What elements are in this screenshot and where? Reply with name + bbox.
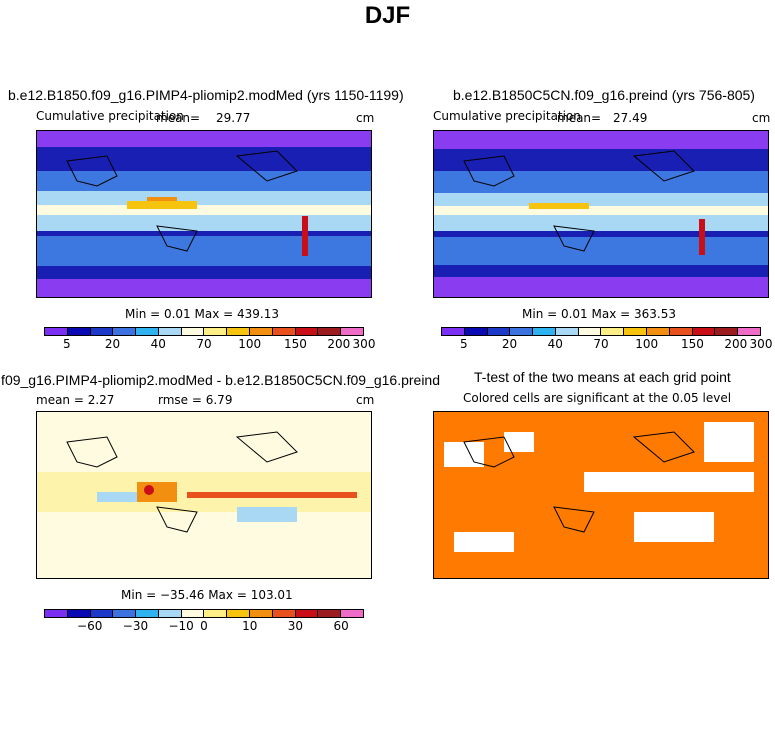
panel1-colorbar-ticks: 5 20 40 70 100 150 200 300 — [44, 337, 375, 353]
panel2-mean-label: mean= — [557, 111, 602, 125]
panel3-rmse: rmse = 6.79 — [158, 393, 233, 407]
colorbar-swatch — [272, 328, 296, 335]
colorbar-swatch — [533, 328, 556, 335]
panel2-mean-value: 27.49 — [613, 111, 648, 125]
colorbar-swatch — [272, 610, 296, 617]
colorbar-swatch — [250, 328, 273, 335]
panel1-mean-value: 29.77 — [216, 111, 251, 125]
colorbar-tick-label: 20 — [501, 337, 518, 351]
panel1-precip-map — [36, 130, 372, 298]
colorbar-tick-label: 200 — [327, 337, 351, 351]
colorbar-tick-label: 40 — [150, 337, 166, 351]
colorbar-swatch — [647, 328, 670, 335]
colorbar-tick-label: 60 — [333, 619, 349, 633]
colorbar-tick-label: 70 — [593, 337, 609, 351]
colorbar-swatch — [442, 328, 465, 335]
colorbar-swatch — [318, 610, 342, 617]
colorbar-swatch — [555, 328, 579, 335]
panel1-title: b.e12.B1850.f09_g16.PIMP4-pliomip2.modMe… — [8, 87, 404, 103]
colorbar-swatch — [136, 610, 159, 617]
colorbar-tick-label: 70 — [196, 337, 212, 351]
colorbar-tick-label: 5 — [63, 337, 71, 351]
panel1-min-max: Min = 0.01 Max = 439.13 — [125, 307, 279, 321]
colorbar-swatch — [113, 610, 137, 617]
panel4-title: T-test of the two means at each grid poi… — [474, 369, 731, 385]
colorbar-swatch — [113, 328, 137, 335]
colorbar-tick-label: 20 — [104, 337, 121, 351]
panel1-subtitle: Cumulative precipitation — [36, 109, 184, 123]
colorbar-swatch — [204, 610, 228, 617]
colorbar-swatch — [181, 610, 205, 617]
colorbar-swatch — [318, 328, 342, 335]
colorbar-tick-label: 150 — [283, 337, 307, 351]
colorbar-tick-label: 150 — [680, 337, 704, 351]
panel1-mean-label: mean= — [156, 111, 201, 125]
colorbar-swatch — [158, 610, 182, 617]
colorbar-tick-label: −10 — [168, 619, 194, 633]
colorbar-swatch — [67, 610, 91, 617]
colorbar-tick-label: 0 — [200, 619, 208, 633]
colorbar-swatch — [341, 328, 363, 335]
panel2-colorbar-ticks: 5 20 40 70 100 150 200 300 — [441, 337, 772, 353]
colorbar-swatch — [45, 328, 68, 335]
panel3-mean: mean = 2.27 — [36, 393, 115, 407]
colorbar-swatch — [45, 610, 68, 617]
panel4-subtitle: Colored cells are significant at the 0.0… — [463, 391, 732, 405]
colorbar-swatch — [624, 328, 648, 335]
colorbar-swatch — [204, 328, 228, 335]
colorbar-swatch — [738, 328, 760, 335]
panel2-title: b.e12.B1850C5CN.f09_g16.preind (yrs 756-… — [453, 87, 755, 103]
panel3-colorbar — [44, 609, 364, 618]
colorbar-tick-label: −30 — [122, 619, 149, 633]
colorbar-swatch — [464, 328, 488, 335]
panel2-subtitle: Cumulative precipitation — [433, 109, 581, 123]
colorbar-swatch — [67, 328, 91, 335]
panel3-title: b.e12.B1850.f09_g16.PIMP4-pliomip2.modMe… — [0, 372, 440, 388]
colorbar-swatch — [601, 328, 625, 335]
colorbar-swatch — [578, 328, 602, 335]
panel1-unit: cm — [356, 111, 375, 125]
colorbar-tick-label: 5 — [460, 337, 468, 351]
colorbar-swatch — [692, 328, 716, 335]
colorbar-tick-label: −60 — [77, 619, 103, 633]
colorbar-swatch — [181, 328, 205, 335]
colorbar-swatch — [295, 328, 319, 335]
colorbar-swatch — [295, 610, 319, 617]
colorbar-swatch — [227, 328, 251, 335]
panel3-colorbar-ticks: −60 −30 −10 0 10 30 60 — [44, 619, 364, 635]
colorbar-swatch — [510, 328, 534, 335]
panel2-colorbar — [441, 327, 761, 336]
panel4-significance-map — [433, 411, 769, 579]
colorbar-swatch — [90, 610, 114, 617]
colorbar-swatch — [250, 610, 273, 617]
colorbar-tick-label: 300 — [352, 337, 376, 351]
colorbar-swatch — [136, 328, 159, 335]
panel2-precip-map — [433, 130, 769, 298]
colorbar-tick-label: 100 — [238, 337, 262, 351]
panel1-colorbar — [44, 327, 364, 336]
colorbar-swatch — [227, 610, 251, 617]
colorbar-tick-label: 10 — [242, 619, 258, 633]
colorbar-tick-label: 100 — [635, 337, 659, 351]
panel3-difference-map — [36, 411, 372, 579]
colorbar-tick-label: 200 — [724, 337, 748, 351]
panel3-title-clip: b.e12.B1850.f09_g16.PIMP4-pliomip2.modMe… — [0, 372, 440, 390]
colorbar-swatch — [158, 328, 182, 335]
colorbar-tick-label: 300 — [749, 337, 773, 351]
panel2-min-max: Min = 0.01 Max = 363.53 — [522, 307, 676, 321]
figure-title: DJF — [364, 2, 411, 29]
panel3-unit: cm — [356, 393, 375, 407]
colorbar-swatch — [715, 328, 739, 335]
panel3-min-max: Min = −35.46 Max = 103.01 — [121, 588, 293, 602]
colorbar-tick-label: 40 — [547, 337, 563, 351]
colorbar-swatch — [487, 328, 511, 335]
colorbar-swatch — [669, 328, 693, 335]
colorbar-tick-label: 30 — [287, 619, 304, 633]
panel2-unit: cm — [752, 111, 771, 125]
colorbar-swatch — [90, 328, 114, 335]
colorbar-swatch — [341, 610, 363, 617]
